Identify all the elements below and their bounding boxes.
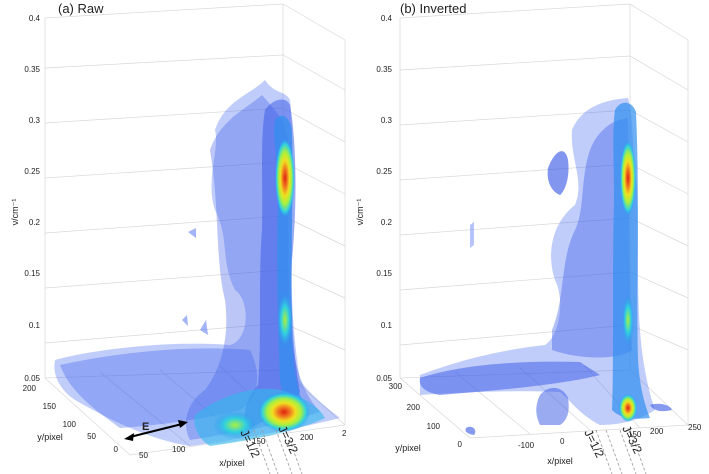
tick-label: 0.4 — [381, 14, 393, 23]
tick-label: 0.35 — [376, 65, 392, 74]
panel-a-xlabel: x/pixel — [219, 458, 245, 468]
tick-label: 0.2 — [29, 218, 41, 227]
tick-label: 2 — [342, 429, 347, 438]
panel-a: 0.05 0.1 0.15 0.2 0.25 0.3 0.35 0.4 200 … — [10, 1, 347, 474]
tick-label: 100 — [172, 445, 186, 454]
tick-label: 50 — [139, 451, 148, 460]
tick-label: 0.25 — [24, 167, 40, 176]
tick-label: 0.3 — [381, 116, 393, 125]
panel-a-zlabel: ν/cm⁻¹ — [10, 199, 20, 226]
tick-label: 100 — [427, 422, 441, 431]
tick-label: 0.2 — [381, 218, 393, 227]
panel-b-surface — [419, 98, 672, 435]
tick-label: 0.05 — [376, 374, 392, 383]
tick-label: -100 — [518, 441, 535, 450]
tick-label: 150 — [252, 437, 266, 446]
tick-label: 150 — [628, 430, 642, 439]
tick-label: 200 — [300, 433, 314, 442]
panel-b-title: (b) Inverted — [400, 1, 466, 16]
tick-label: 0 — [114, 445, 119, 454]
panel-b-xticks: -100 0 150 200 250 — [518, 423, 702, 450]
tick-label: 250 — [688, 423, 702, 432]
energy-arrow: E — [124, 420, 188, 441]
panel-a-ylabel: y/pixel — [37, 432, 63, 442]
j-half-label: J=1/2 — [581, 427, 607, 460]
tick-label: 0.15 — [376, 269, 392, 278]
panel-b-xlabel: x/pixel — [547, 456, 573, 466]
panel-a-surface — [54, 80, 340, 446]
tick-label: 150 — [43, 402, 57, 411]
panel-b-j-markers: J=1/2 J=3/2 — [581, 423, 647, 474]
tick-label: 0 — [458, 440, 463, 449]
tick-label: 200 — [23, 384, 37, 393]
tick-label: 200 — [650, 427, 664, 436]
tick-label: 300 — [389, 382, 403, 391]
tick-label: 0.4 — [29, 14, 41, 23]
tick-label: 100 — [63, 420, 77, 429]
tick-label: 0.3 — [29, 116, 41, 125]
tick-label: 50 — [87, 432, 96, 441]
panel-a-zticks: 0.05 0.1 0.15 0.2 0.25 0.3 0.35 0.4 — [24, 14, 40, 383]
panel-b-ylabel: y/pixel — [395, 443, 421, 453]
tick-label: 0 — [560, 437, 565, 446]
panel-a-title: (a) Raw — [58, 1, 104, 16]
energy-label: E — [142, 421, 149, 433]
tick-label: 0.1 — [29, 321, 41, 330]
panel-b-zlabel: ν/cm⁻¹ — [355, 199, 365, 226]
tick-label: 0.1 — [381, 321, 393, 330]
panel-b-yticks: 300 200 100 0 — [389, 382, 463, 449]
panel-b-zticks: 0.05 0.1 0.15 0.2 0.25 0.3 0.35 0.4 — [376, 14, 392, 383]
tick-label: 200 — [407, 403, 421, 412]
tick-label: 0.35 — [24, 65, 40, 74]
panel-a-xticks: 50 100 150 200 2 — [139, 429, 347, 460]
panel-b: 0.05 0.1 0.15 0.2 0.25 0.3 0.35 0.4 300 … — [355, 1, 702, 474]
tick-label: 0.25 — [376, 167, 392, 176]
panel-a-yticks: 200 150 100 50 0 — [23, 384, 119, 454]
tick-label: 0.05 — [24, 374, 40, 383]
tick-label: 0.15 — [24, 269, 40, 278]
